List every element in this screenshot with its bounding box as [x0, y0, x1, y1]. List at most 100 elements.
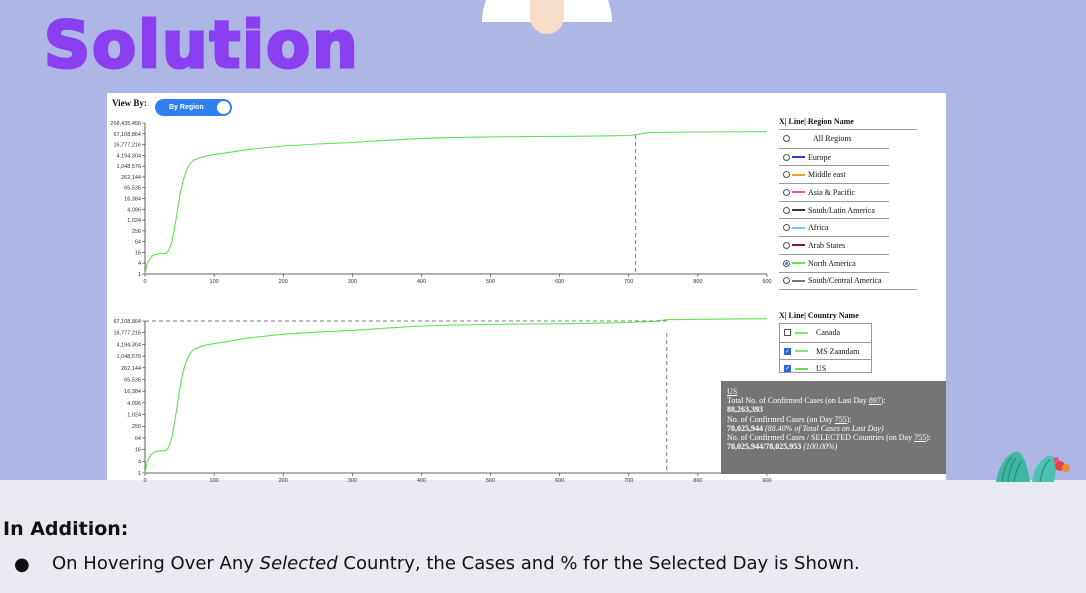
y-tick-label: 262,144 [121, 175, 141, 181]
x-tick-label: 200 [279, 478, 288, 484]
region-legend-item[interactable]: All Regions [779, 130, 889, 148]
radio-button[interactable] [783, 224, 790, 232]
tooltip-line-day: No. of Confirmed Cases (on Day 755): [727, 414, 852, 424]
radio-button[interactable] [783, 206, 790, 214]
country-legend-header: X| Line| Country Name [779, 311, 859, 320]
x-tick-label: 500 [486, 279, 495, 285]
radio-button[interactable] [783, 135, 790, 143]
region-legend-item[interactable]: Europe [779, 147, 889, 166]
x-tick-label: 800 [693, 478, 702, 484]
region-legend-item[interactable]: South/Central America [779, 271, 889, 290]
y-tick-label: 65,536 [124, 377, 141, 383]
country-label: MS Zaandam [816, 346, 860, 356]
dashboard-panel: View By: By Region 268,435,456 67,108,864… [107, 93, 946, 484]
region-label: Europe [808, 152, 832, 162]
view-by-toggle[interactable]: By Region [155, 99, 232, 116]
x-tick-label: 500 [486, 478, 495, 484]
y-tick-label: 67,108,864 [113, 132, 141, 138]
radio-button[interactable] [783, 259, 790, 267]
radio-button[interactable] [783, 188, 790, 196]
y-tick-label: 1,024 [127, 413, 141, 419]
region-label: North America [808, 258, 856, 268]
y-tick-label: 16,777,216 [113, 331, 141, 337]
y-tick-label: 16 [135, 448, 141, 454]
region-label: Asia & Pacific [808, 187, 856, 197]
y-tick-label: 16,384 [124, 389, 141, 395]
x-tick-label: 700 [624, 279, 633, 285]
y-tick-label: 1,048,576 [117, 354, 141, 360]
y-tick-label: 4 [138, 459, 141, 465]
toggle-knob[interactable] [217, 101, 230, 114]
region-legend: X| Line| Region Name All Regions Europe Mi… [779, 117, 917, 291]
checkbox[interactable] [784, 329, 791, 337]
region-label: All Regions [813, 134, 852, 144]
radio-button[interactable] [783, 153, 790, 161]
region-chart[interactable]: 268,435,456 67,108,864 16,777,216 4,194,304… [107, 119, 787, 313]
legend-swatch [795, 350, 808, 353]
legend-swatch [792, 209, 805, 212]
y-tick-label: 1 [138, 272, 141, 278]
legend-swatch [795, 367, 808, 370]
country-legend-item[interactable]: Canada [780, 324, 871, 342]
legend-swatch [792, 226, 805, 229]
x-tick-label: 300 [348, 279, 357, 285]
radio-button[interactable] [783, 241, 790, 249]
radio-button[interactable] [783, 277, 790, 285]
toggle-label: By Region [169, 104, 204, 111]
region-label: Arab States [808, 240, 846, 250]
checkbox[interactable]: ✓ [784, 347, 791, 355]
region-legend-header: X| Line| Region Name [779, 117, 854, 126]
tooltip-day-value: 78,025,944 (88.40% of Total Cases on Las… [727, 423, 884, 433]
legend-swatch [792, 138, 810, 140]
y-tick-label: 65,536 [124, 186, 141, 192]
y-tick-label: 256 [132, 229, 141, 235]
tooltip-total-value: 88,263,393 [727, 405, 763, 415]
legend-swatch [792, 279, 805, 282]
x-tick-label: 0 [143, 279, 146, 285]
country-chart[interactable]: 67,108,864 16,777,216 4,194,304 1,048,576 26… [107, 317, 787, 485]
x-tick-label: 400 [417, 478, 426, 484]
region-legend-item[interactable]: Middle east [779, 165, 889, 183]
view-by-label: View By: By Region [112, 98, 232, 116]
x-tick-label: 800 [693, 279, 702, 285]
decorative-arch-inner [530, 0, 564, 34]
region-legend-item[interactable]: North America [779, 253, 889, 272]
y-tick-label: 4,096 [127, 207, 141, 213]
bullet-text: On Hovering Over Any Selected Country, t… [52, 553, 860, 574]
series-line [144, 318, 768, 474]
bullet-glyph: ● [14, 554, 30, 575]
legend-swatch [792, 191, 805, 194]
decorative-plant-icon [996, 451, 1070, 482]
y-tick-label: 67,108,864 [113, 319, 141, 325]
country-legend: X| Line| Country Name Canada ✓ MS Zaandam ✓… [779, 311, 872, 373]
legend-swatch [792, 244, 805, 247]
region-label: Middle east [808, 170, 846, 180]
legend-swatch [792, 156, 805, 159]
x-tick-label: 0 [143, 478, 146, 484]
y-tick-label: 256 [132, 424, 141, 430]
x-tick-label: 700 [624, 478, 633, 484]
region-legend-item[interactable]: Arab States [779, 236, 889, 254]
region-label: Africa [808, 223, 829, 233]
y-tick-label: 268,435,456 [110, 121, 141, 127]
region-legend-item[interactable]: Africa [779, 218, 889, 236]
checkbox[interactable]: ✓ [784, 365, 791, 373]
y-tick-label: 4,096 [127, 401, 141, 407]
tooltip-ratio: 78,025,944/78,025,953 (100.00%) [727, 442, 838, 452]
x-tick-label: 200 [279, 279, 288, 285]
region-label: South/Latin America [808, 205, 875, 215]
country-legend-item[interactable]: ✓ MS Zaandam [780, 341, 871, 360]
y-tick-label: 64 [135, 240, 141, 246]
region-legend-item[interactable]: Asia & Pacific [779, 183, 889, 201]
country-hover-tooltip: US Total No. of Confirmed Cases (on Last… [721, 381, 946, 474]
x-tick-label: 900 [762, 279, 771, 285]
x-tick-label: 100 [210, 279, 219, 285]
legend-swatch [792, 262, 805, 265]
y-tick-label: 1 [138, 471, 141, 477]
y-tick-label: 16,777,216 [113, 143, 141, 149]
country-legend-item[interactable]: ✓ US [780, 359, 871, 373]
radio-button[interactable] [783, 171, 790, 179]
y-tick-label: 1,024 [127, 218, 141, 224]
region-legend-item[interactable]: South/Latin America [779, 200, 889, 219]
addition-heading: In Addition: [3, 518, 129, 540]
